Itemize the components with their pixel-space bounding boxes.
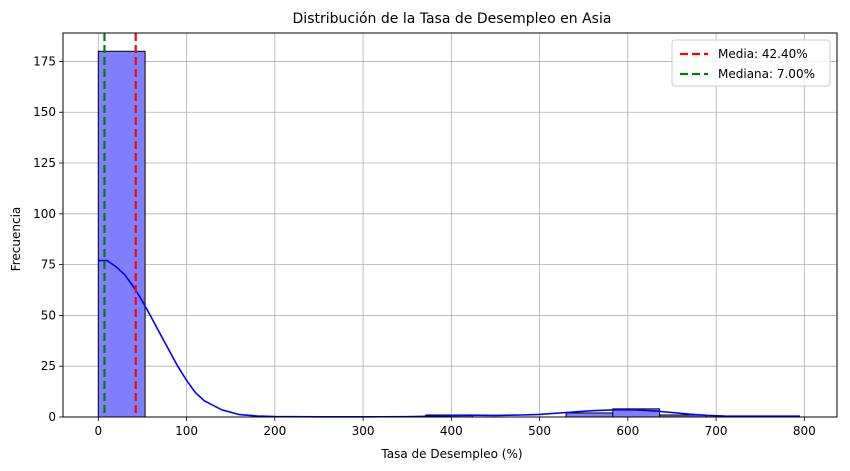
x-tick-label: 300 (352, 424, 375, 438)
chart-title: Distribución de la Tasa de Desempleo en … (293, 11, 612, 27)
x-axis-label: Tasa de Desempleo (%) (380, 447, 522, 461)
y-tick-label: 0 (48, 410, 56, 424)
y-tick-label: 50 (41, 308, 56, 322)
x-tick-label: 0 (94, 424, 102, 438)
x-axis-ticks: 0 100 200 300 400 500 600 700 800 (94, 417, 816, 438)
y-tick-label: 100 (33, 207, 56, 221)
plot-frame (62, 32, 838, 418)
x-tick-label: 800 (793, 424, 816, 438)
histogram-bar (97, 50, 146, 418)
x-tick-label: 500 (528, 424, 551, 438)
legend-label: Media: 42.40% (718, 47, 808, 61)
legend-label: Mediana: 7.00% (718, 67, 815, 81)
x-tick-label: 200 (263, 424, 286, 438)
legend: Media: 42.40% Mediana: 7.00% (671, 39, 831, 87)
y-axis-label: Frecuencia (9, 207, 23, 272)
x-tick-label: 600 (616, 424, 639, 438)
y-tick-label: 25 (41, 359, 56, 373)
histogram-bar (565, 412, 614, 418)
x-tick-label: 400 (440, 424, 463, 438)
y-axis-ticks: 0 25 50 75 100 125 150 175 (33, 54, 63, 424)
x-tick-label: 100 (175, 424, 198, 438)
legend-box (671, 39, 831, 87)
y-tick-label: 150 (33, 105, 56, 119)
x-tick-label: 700 (705, 424, 728, 438)
y-tick-label: 175 (33, 54, 56, 68)
y-tick-label: 125 (33, 156, 56, 170)
reference-lines (103, 33, 137, 417)
y-tick-label: 75 (41, 258, 56, 272)
